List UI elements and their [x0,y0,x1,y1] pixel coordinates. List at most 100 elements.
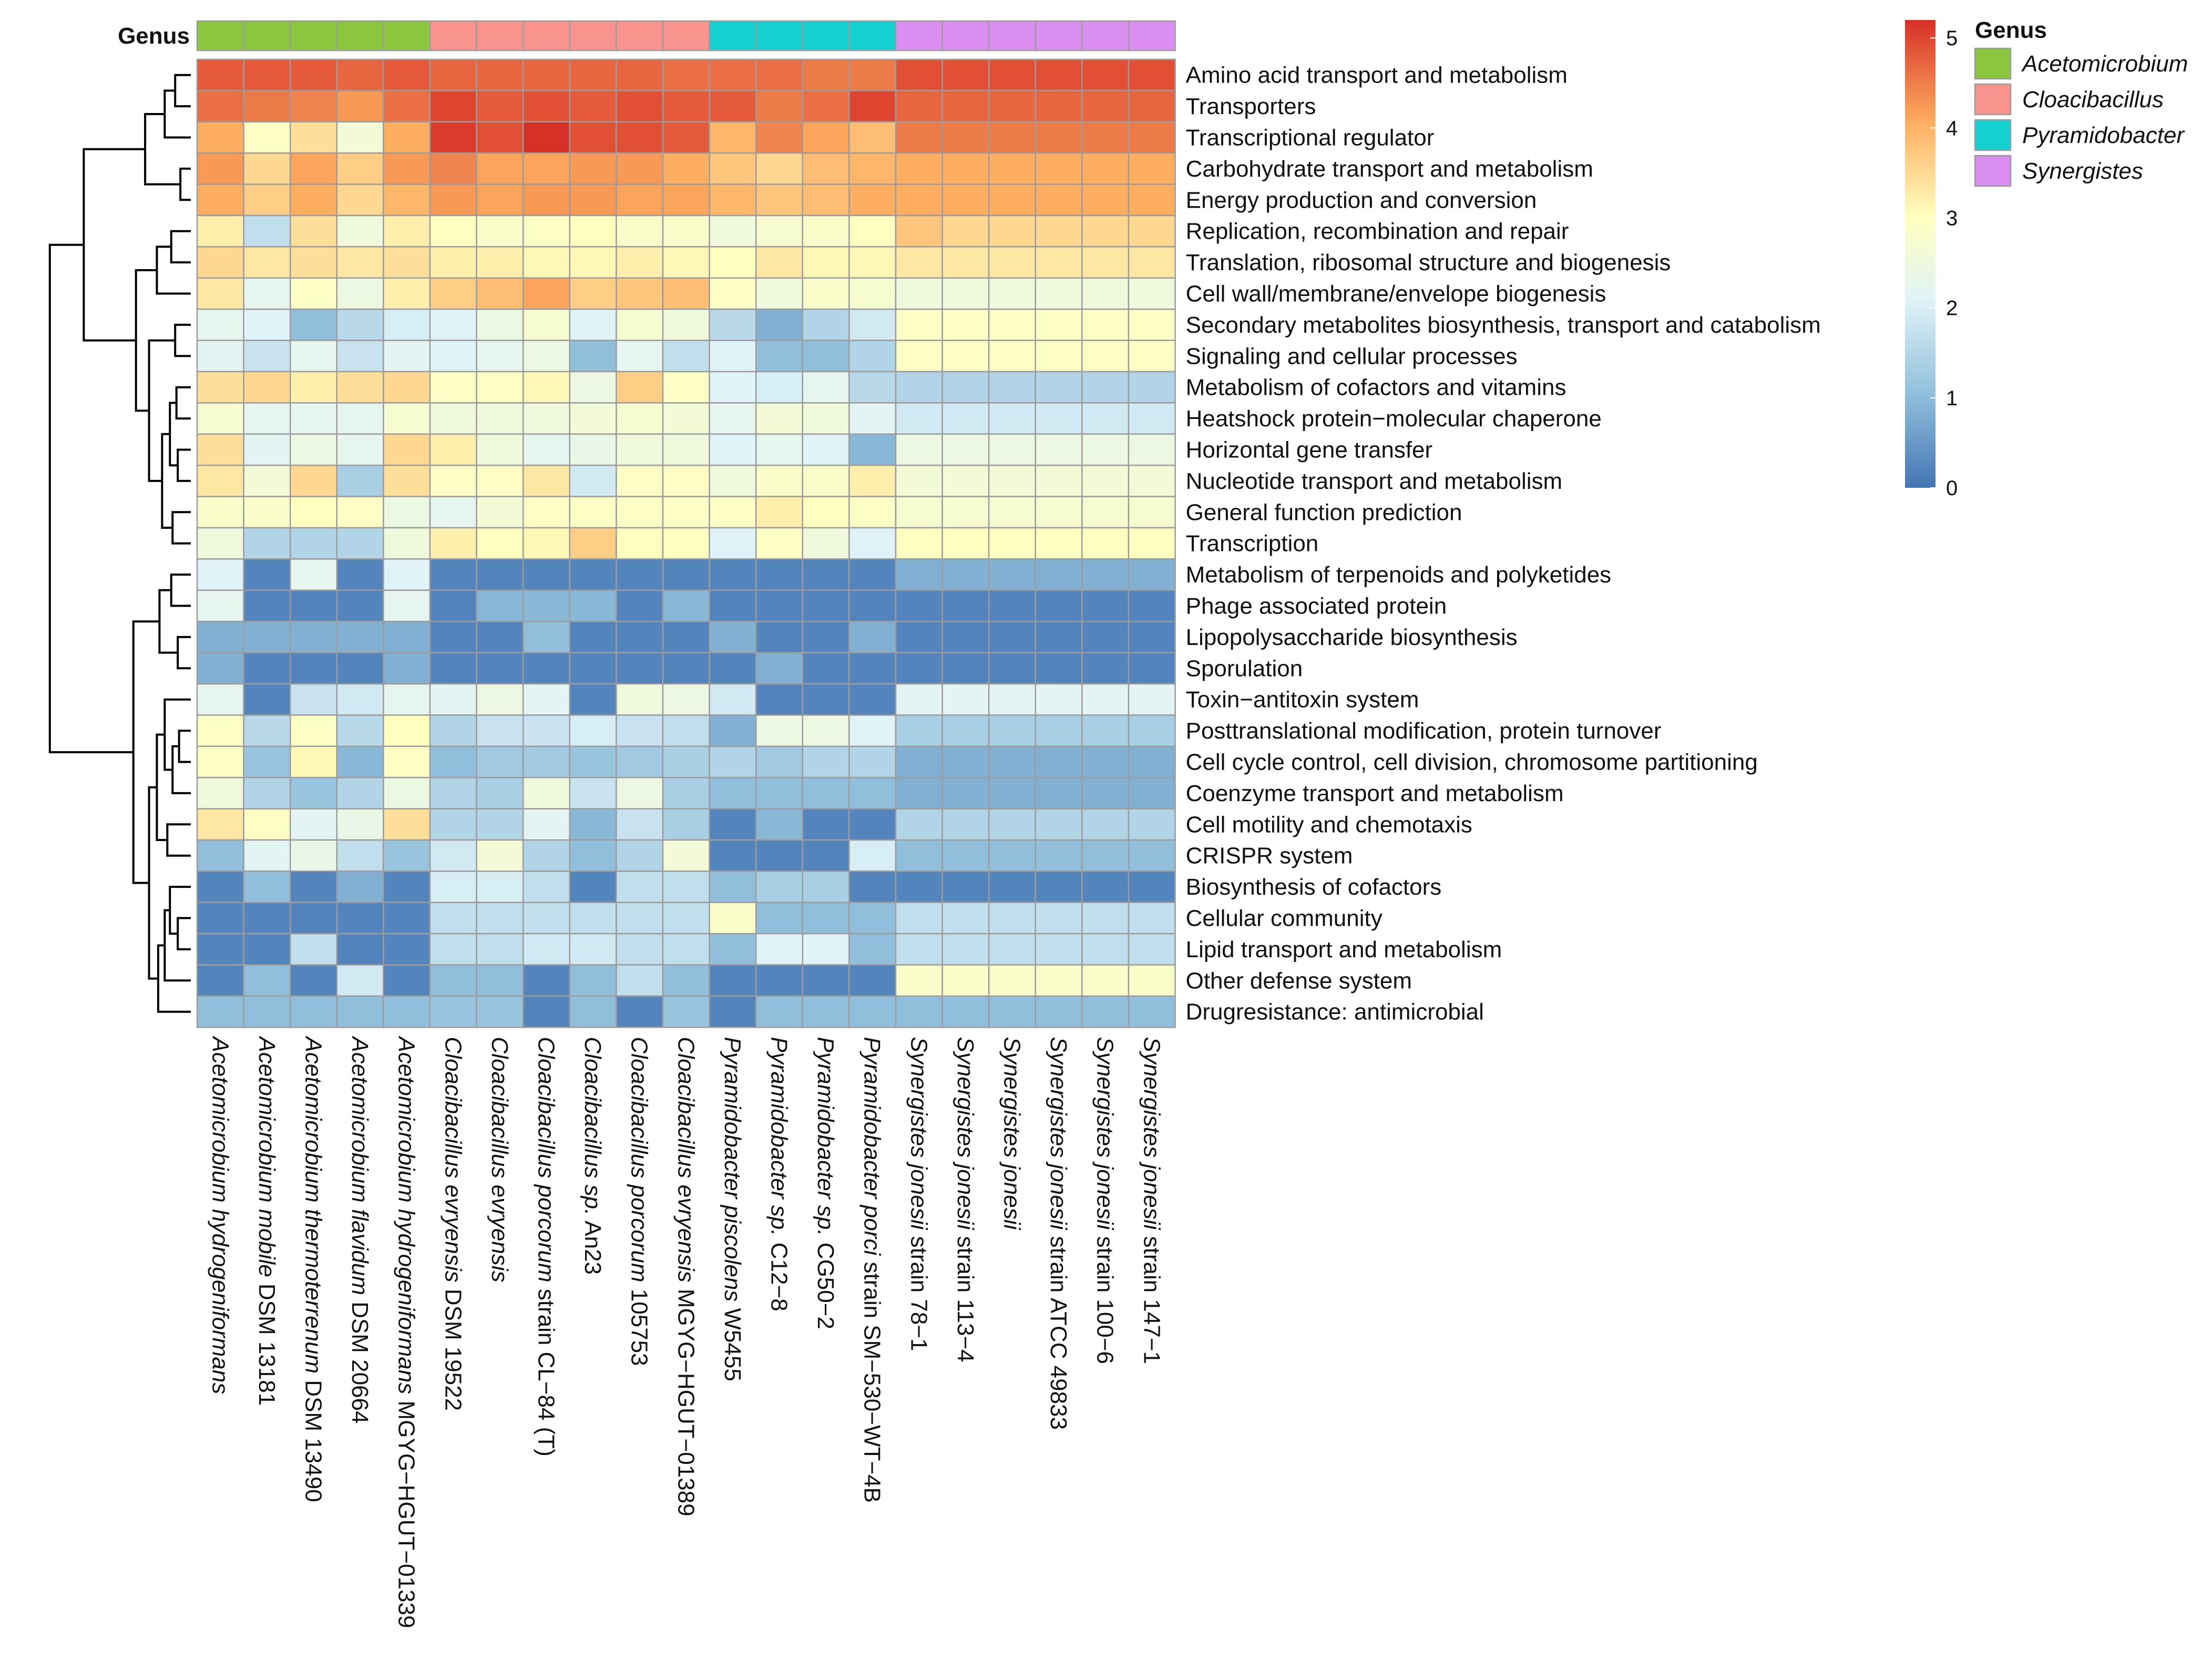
heat-cell-r17-c2 [289,589,338,622]
heat-cell-r0-c0 [196,58,244,91]
heat-cell-r0-c8 [569,58,617,91]
legend-label-synergistes: Synergistes [2022,158,2143,184]
row-label-cell-motility-and-chemotaxis: Cell motility and chemotaxis [1186,812,1472,837]
heat-cell-r13-c0 [196,464,244,497]
heat-cell-r25-c11 [709,839,757,872]
dendrogram-branch-6 [174,323,191,357]
heat-cell-r8-c10 [662,308,710,341]
heat-cell-r3-c20 [1128,152,1176,185]
heat-cell-r19-c15 [895,652,943,685]
heat-cell-r16-c7 [522,558,571,591]
heat-cell-r2-c6 [476,121,524,154]
row-label-phage-associated-protein: Phage associated protein [1186,593,1447,619]
heat-cell-r5-c11 [709,214,757,248]
heat-cell-r11-c6 [476,402,524,435]
heat-cell-r12-c6 [476,433,524,466]
heat-cell-r7-c6 [476,277,524,310]
heat-cell-r11-c1 [243,402,291,435]
heat-cell-r8-c6 [476,308,524,341]
heat-cell-r20-c9 [616,683,664,716]
heat-cell-r18-c17 [988,620,1037,653]
heat-cell-r9-c10 [662,340,710,373]
heat-cell-r0-c1 [243,58,291,91]
heat-cell-r10-c20 [1128,371,1176,404]
heat-cell-r20-c16 [941,683,990,716]
heat-cell-r17-c5 [429,589,477,622]
heat-cell-r26-c9 [616,870,664,904]
heat-cell-r3-c19 [1081,152,1130,185]
row-label-cell-wall-membrane-envelope-biogenesis: Cell wall/membrane/envelope biogenesis [1186,281,1606,307]
heat-cell-r30-c12 [755,995,804,1028]
heat-cell-r14-c20 [1128,496,1176,529]
heat-cell-r22-c14 [848,745,897,778]
heat-cell-r27-c1 [243,902,291,935]
heat-cell-r21-c13 [802,714,850,747]
heat-cell-r28-c19 [1081,933,1130,966]
heat-cell-r1-c0 [196,90,244,123]
heat-cell-r21-c6 [476,714,524,747]
heat-cell-r25-c8 [569,839,617,872]
dendrogram-branch-14 [83,148,146,342]
heat-cell-r27-c2 [289,902,338,935]
heat-cell-r28-c14 [848,933,897,966]
column-label-10: Cloacibacillus evryensis MGYG−HGUT−01389 [673,1037,699,1516]
heat-cell-r19-c7 [522,652,571,685]
heat-cell-r10-c9 [616,371,664,404]
heat-cell-r27-c13 [802,902,850,935]
colorbar-tick-4: 4 [1946,117,1958,140]
heat-cell-r23-c13 [802,776,850,810]
row-label-secondary-metabolites-biosynthesis-transport-and-catabolism: Secondary metabolites biosynthesis, tran… [1186,312,1821,338]
heat-cell-r29-c5 [429,964,477,997]
heat-cell-r26-c13 [802,870,850,904]
heat-cell-r27-c8 [569,902,617,935]
heat-cell-r10-c17 [988,371,1037,404]
heat-cell-r29-c14 [848,964,897,997]
legend-swatch-synergistes [1974,155,2012,187]
heat-cell-r23-c5 [429,776,477,810]
dendrogram-branch-7 [175,386,191,420]
heat-cell-r20-c3 [336,683,384,716]
heat-cell-r17-c19 [1081,589,1130,622]
heat-cell-r0-c3 [336,58,384,91]
heat-cell-r25-c13 [802,839,850,872]
dendrogram-branch-20 [163,698,191,771]
heat-cell-r21-c17 [988,714,1037,747]
heat-cell-r6-c16 [941,246,990,279]
heat-cell-r2-c19 [1081,121,1130,154]
heat-cell-r19-c6 [476,652,524,685]
heat-cell-r1-c13 [802,90,850,123]
heat-cell-r28-c7 [522,933,571,966]
heat-cell-r7-c17 [988,277,1037,310]
heat-cell-r7-c5 [429,277,477,310]
heat-cell-r10-c16 [941,371,990,404]
heat-cell-r6-c14 [848,246,897,279]
heat-cell-r22-c15 [895,745,943,778]
heat-cell-r3-c7 [522,152,571,185]
heat-cell-r1-c4 [383,90,431,123]
column-label-5: Cloacibacillus evryensis DSM 19522 [440,1037,466,1411]
heat-cell-r7-c8 [569,277,617,310]
heat-cell-r21-c10 [662,714,710,747]
row-label-coenzyme-transport-and-metabolism: Coenzyme transport and metabolism [1186,781,1564,806]
heat-cell-r0-c5 [429,58,477,91]
heat-cell-r12-c3 [336,433,384,466]
heat-cell-r15-c7 [522,527,571,560]
heat-cell-r7-c16 [941,277,990,310]
heat-cell-r16-c11 [709,558,757,591]
heat-cell-r24-c5 [429,808,477,841]
heat-cell-r18-c16 [941,620,990,653]
row-label-cellular-community: Cellular community [1186,906,1382,931]
heat-cell-r7-c12 [755,277,804,310]
heat-cell-r3-c0 [196,152,244,185]
heat-cell-r28-c15 [895,933,943,966]
heat-cell-r6-c7 [522,246,571,279]
heat-cell-r18-c5 [429,620,477,653]
heat-cell-r11-c12 [755,402,804,435]
heat-cell-r28-c5 [429,933,477,966]
heat-cell-r15-c9 [616,527,664,560]
dendrogram-branch-2 [179,167,191,201]
heat-cell-r21-c5 [429,714,477,747]
colorbar-tick-1: 1 [1946,387,1958,410]
dendrogram-branch-1 [163,89,191,139]
heat-cell-r25-c7 [522,839,571,872]
